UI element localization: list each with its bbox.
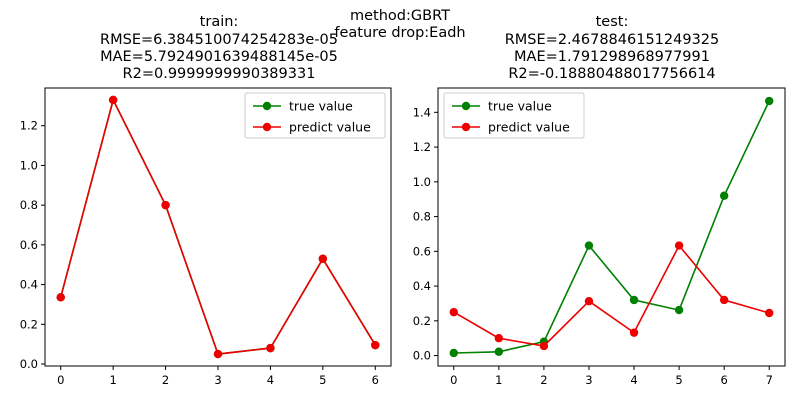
train-x-tick-label: 2 — [162, 373, 169, 387]
train-x-tick-label: 6 — [372, 373, 379, 387]
train-x-tick-label: 5 — [319, 373, 326, 387]
test-title-line-1: test: — [596, 14, 629, 30]
train-x-tick-label: 4 — [267, 373, 274, 387]
test-legend-true-label: true value — [488, 99, 552, 114]
test-true-point — [629, 295, 639, 305]
train-legend-true-marker — [262, 101, 272, 111]
test-title-line-2: RMSE=2.4678846151249325 — [505, 32, 720, 48]
test-x-tick-label: 5 — [675, 373, 682, 387]
test-true-point — [494, 347, 504, 356]
train-legend-predict-marker — [262, 122, 272, 132]
train-title-line-4: R2=0.9999999990389331 — [123, 66, 316, 82]
train-legend-true-label: true value — [289, 99, 353, 114]
test-predict-point — [494, 334, 504, 343]
test-chart: test: RMSE=2.4678846151249325 MAE=1.7912… — [413, 14, 786, 387]
test-x-tick-label: 3 — [585, 373, 592, 387]
test-true-point — [765, 96, 774, 106]
suptitle-method: method:GBRT — [350, 8, 450, 24]
test-x-tick-label: 0 — [450, 373, 457, 387]
test-true-series-line — [453, 100, 770, 354]
train-predict-point — [371, 340, 380, 350]
test-true-point — [674, 305, 684, 315]
train-legend: true value predict value — [244, 92, 386, 139]
test-true-point — [449, 348, 458, 358]
train-predict-point — [56, 293, 65, 302]
train-y-tick-label: 1.2 — [20, 119, 38, 133]
test-predict-point — [719, 295, 729, 305]
test-legend-true-marker — [461, 101, 471, 111]
train-y-tick-label: 0.4 — [20, 278, 38, 292]
train-y-tick-label: 1.0 — [20, 158, 38, 172]
train-y-tick-label: 0.8 — [20, 198, 38, 212]
test-y-tick-label: 0.2 — [413, 314, 431, 328]
test-predict-series-line — [453, 244, 770, 347]
suptitle-feature-drop: feature drop:Eadh — [334, 25, 465, 41]
train-legend-predict-label: predict value — [289, 120, 371, 135]
test-legend-predict-label: predict value — [488, 120, 570, 135]
test-true-point — [584, 241, 594, 250]
test-y-tick-label: 0.8 — [413, 210, 431, 224]
test-y-tick-label: 1.4 — [413, 105, 431, 119]
train-predict-point — [213, 349, 223, 359]
train-x-tick-label: 0 — [57, 373, 64, 387]
test-x-tick-label: 7 — [766, 373, 773, 387]
train-predict-point — [161, 200, 170, 210]
train-chart: train: RMSE=6.384510074254283e-05 MAE=5.… — [20, 14, 392, 387]
test-predict-point — [674, 241, 684, 250]
test-y-tick-label: 1.2 — [413, 140, 431, 154]
train-predict-point — [318, 254, 328, 263]
test-x-tick-label: 4 — [630, 373, 637, 387]
test-axes-frame — [437, 87, 786, 367]
test-title-line-3: MAE=1.791298968977991 — [514, 49, 710, 65]
test-y-tick-label: 0.0 — [413, 349, 431, 363]
train-x-tick-label: 3 — [214, 373, 221, 387]
test-predict-point — [449, 307, 458, 317]
train-x-tick-label: 1 — [109, 373, 116, 387]
train-title-line-2: RMSE=6.384510074254283e-05 — [100, 32, 338, 48]
train-y-tick-label: 0.0 — [20, 357, 38, 371]
test-x-tick-label: 6 — [720, 373, 727, 387]
test-predict-point — [765, 308, 774, 318]
test-predict-point — [629, 328, 639, 337]
train-y-tick-label: 0.6 — [20, 238, 38, 252]
train-y-tick-label: 0.2 — [20, 317, 38, 331]
test-x-tick-label: 2 — [540, 373, 547, 387]
test-y-tick-label: 0.4 — [413, 279, 431, 293]
test-y-tick-label: 1.0 — [413, 175, 431, 189]
test-legend: true value predict value — [443, 92, 585, 139]
test-legend-predict-marker — [461, 122, 471, 132]
test-predict-point — [584, 296, 594, 306]
test-x-tick-label: 1 — [495, 373, 502, 387]
train-predict-point — [266, 343, 275, 353]
test-predict-point — [539, 341, 549, 351]
train-title-line-1: train: — [200, 14, 239, 30]
test-title-line-4: R2=-0.18880488017756614 — [508, 66, 715, 82]
train-title-line-3: MAE=5.7924901639488145e-05 — [100, 49, 338, 65]
test-y-tick-label: 0.6 — [413, 244, 431, 258]
train-predict-point — [108, 95, 118, 105]
test-true-point — [719, 191, 729, 200]
